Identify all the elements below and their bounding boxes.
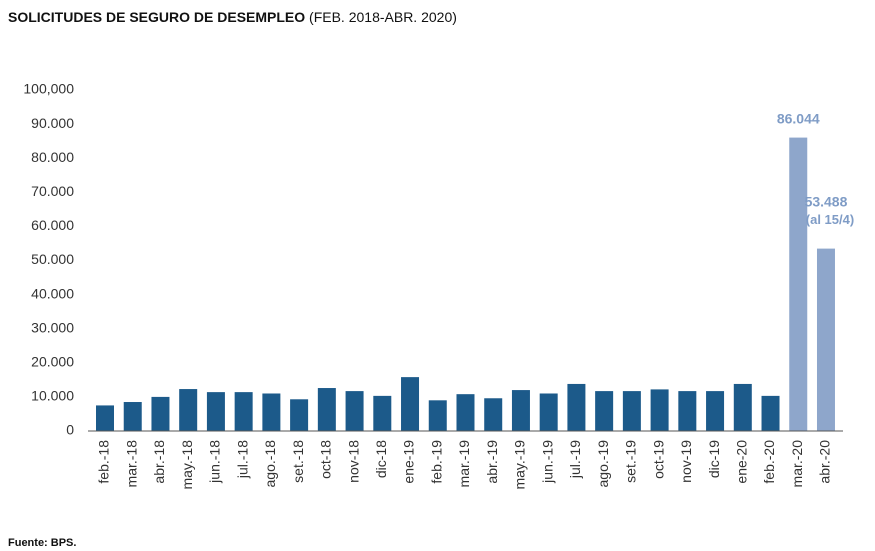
x-tick-label: oct-19 [650,440,666,479]
bar [816,248,835,431]
bar [595,391,614,431]
bar [761,395,780,431]
y-tick-label: 50.000 [31,251,74,267]
bar [317,388,336,431]
bar [290,399,309,431]
bar [428,400,447,431]
x-tick-label: ene-19 [401,440,417,484]
bar [484,398,503,431]
x-tick-label: jun.-19 [539,440,555,484]
x-tick-label: abr.-20 [817,440,833,484]
value-label: 86.044 [777,110,820,126]
annotation: (al 15/4) [806,212,854,227]
bar [373,395,392,431]
x-tick-label: jul.-18 [234,440,250,479]
y-tick-label: 100,000 [23,81,74,97]
bar [345,391,364,431]
x-tick-label: jun.-18 [207,440,223,484]
x-tick-label: ago.-19 [595,440,611,488]
title: SOLICITUDES DE SEGURO DE DESEMPLEO [8,9,305,25]
bar [789,137,808,431]
x-tick-label: nov-19 [678,440,694,483]
bar [206,392,225,431]
y-tick-label: 20.000 [31,354,74,370]
x-tick-label: mar.-18 [123,440,139,488]
y-tick-label: 40.000 [31,285,74,301]
bar [539,393,558,431]
y-tick-label: 60.000 [31,217,74,233]
x-tick-label: oct-18 [318,440,334,479]
x-tick-label: abr.-18 [151,440,167,484]
x-tick-label: may.-19 [512,440,528,490]
bar [234,392,253,431]
x-tick-label: feb.-18 [96,440,112,484]
bar [567,383,586,431]
y-tick-label: 70.000 [31,183,74,199]
x-tick-label: may.-18 [179,440,195,490]
bar [179,389,198,431]
y-tick-label: 10.000 [31,388,74,404]
bar [262,393,281,431]
chart-title: SOLICITUDES DE SEGURO DE DESEMPLEO (FEB.… [8,9,457,25]
bar [650,389,669,431]
x-tick-label: abr.-19 [484,440,500,484]
subtitle: (FEB. 2018-ABR. 2020) [309,9,457,25]
bar [123,402,142,431]
x-tick-label: dic-19 [706,440,722,478]
source: Fuente: BPS. [8,537,76,549]
x-tick-label: feb.-19 [428,440,444,484]
bar [511,390,530,431]
x-tick-label: set.-18 [290,440,306,483]
x-tick-label: mar.-20 [789,440,805,488]
y-tick-label: 0 [66,422,74,438]
x-tick-label: mar.-19 [456,440,472,488]
bar [151,396,170,431]
bar [456,394,475,431]
y-tick-label: 30.000 [31,319,74,335]
bar [706,391,725,431]
y-tick-label: 80.000 [31,149,74,165]
x-tick-label: jul.-19 [567,440,583,479]
x-tick-label: feb.-20 [761,440,777,484]
x-tick-label: ene-20 [733,440,749,484]
x-tick-label: dic-18 [373,440,389,478]
x-tick-label: set.-19 [623,440,639,483]
x-tick-label: ago.-18 [262,440,278,488]
x-tick-label: nov-18 [345,440,361,483]
bar [733,383,752,431]
y-tick-label: 90.000 [31,115,74,131]
bar [401,377,420,431]
bar [622,391,641,431]
bar [678,391,697,431]
value-label: 53.488 [805,193,848,209]
bar [96,405,114,431]
